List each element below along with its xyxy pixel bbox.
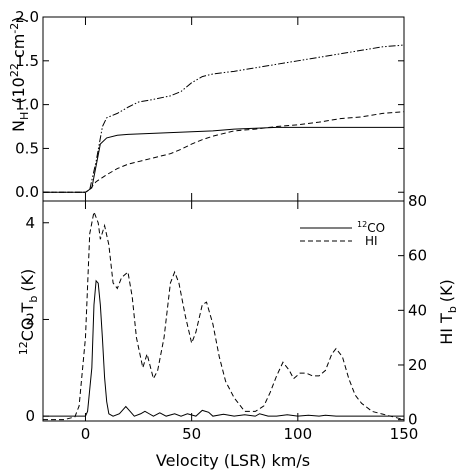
- x-tick-label: 0: [81, 425, 91, 443]
- nh-unit-cm: cm: [9, 34, 28, 63]
- hi-tb-main: HI T: [437, 313, 456, 345]
- co-y-tick-label: 4: [25, 214, 35, 232]
- top-y-tick-label: 1.5: [15, 52, 39, 70]
- legend-co-sup: 12: [357, 220, 367, 229]
- top-ylabel-text: NH (1022 cm-2): [8, 16, 31, 132]
- top-y-axis-label: NH (1022 cm-2): [8, 16, 31, 132]
- nh-sub: H: [18, 112, 31, 120]
- hi-tb-unit: (K): [437, 279, 456, 302]
- x-tick-label: 50: [182, 425, 201, 443]
- nh-unit-close: ): [9, 16, 28, 22]
- top-ticks-group: 0.0 0.5 1.0 1.5 2.0: [15, 8, 405, 201]
- nh-unit-open: (10: [9, 77, 28, 104]
- nh-exp2: -2: [8, 23, 21, 34]
- co-tb-sup: 12: [17, 341, 30, 355]
- top-series-group: [43, 44, 405, 193]
- hi-tb-label: HI Tb (K): [437, 279, 459, 345]
- co-tb-sub: b: [27, 296, 40, 303]
- nh-series-line-solid: [43, 126, 404, 193]
- co-series-line: [43, 279, 404, 417]
- top-y-tick-label: 1.0: [15, 96, 39, 114]
- bottom-series-group: [43, 210, 405, 421]
- legend: 12CO HI: [300, 220, 385, 248]
- bottom-plot-frame: [42, 200, 405, 422]
- bottom-right-y-label: HI Tb (K): [437, 279, 459, 345]
- co-tb-main: CO T: [18, 302, 37, 341]
- legend-co-label: 12CO: [357, 220, 385, 235]
- nh-prefix: N: [9, 120, 28, 132]
- hi-y-tick-label: 0: [408, 411, 418, 429]
- co-y-tick-label: 0: [25, 407, 35, 425]
- hi-y-tick-label: 40: [408, 301, 427, 319]
- co-y-tick-label: 2: [25, 310, 35, 328]
- top-panel: 0.0 0.5 1.0 1.5 2.0 NH (1022 cm-2): [8, 8, 405, 202]
- nh-exp: 22: [8, 63, 21, 77]
- bottom-left-y-label: 12CO Tb (K): [17, 269, 40, 356]
- legend-hi-label: HI: [365, 234, 378, 248]
- nh-series-line-dashed: [43, 111, 405, 193]
- hi-y-tick-label: 60: [408, 247, 427, 265]
- hi-tb-sub: b: [446, 306, 459, 313]
- nh-series-line-dash-dot-dot: [43, 44, 405, 193]
- hi-series-line: [43, 210, 405, 421]
- x-axis-label: Velocity (LSR) km/s: [156, 451, 310, 470]
- top-y-tick-label: 0.0: [15, 183, 39, 201]
- legend-co-name: CO: [367, 221, 385, 235]
- co-tb-label: 12CO Tb (K): [17, 269, 40, 356]
- x-tick-label: 100: [284, 425, 313, 443]
- top-plot-frame: [42, 16, 405, 202]
- hi-y-tick-label: 20: [408, 356, 427, 374]
- hi-y-tick-label: 80: [408, 192, 427, 210]
- x-tick-label: 150: [390, 425, 419, 443]
- top-y-tick-label: 0.5: [15, 139, 39, 157]
- top-y-tick-label: 2.0: [15, 8, 39, 26]
- co-tb-unit: (K): [18, 269, 37, 292]
